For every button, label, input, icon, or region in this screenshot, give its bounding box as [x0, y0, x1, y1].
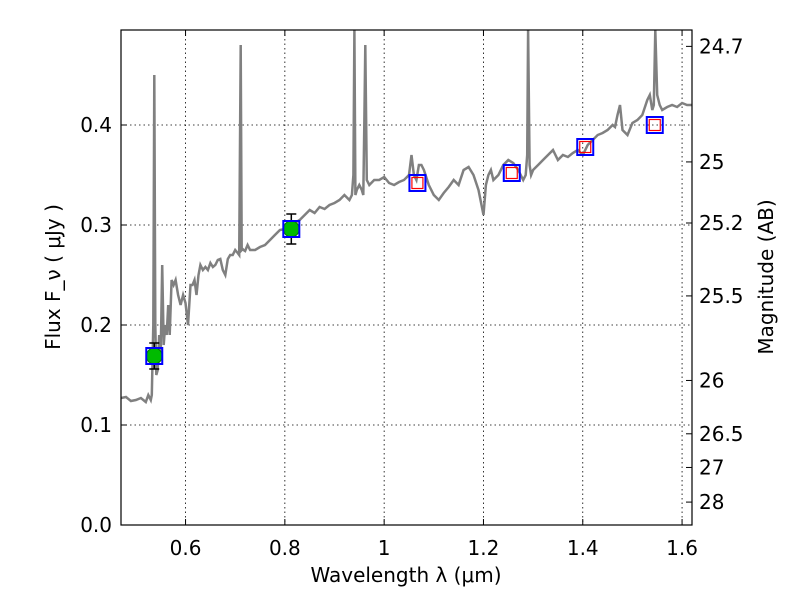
- model-point: [145, 347, 164, 365]
- mag-tick-label: 28: [699, 490, 724, 514]
- plot-frame: [120, 29, 693, 526]
- y-tick-label: 0.2: [80, 313, 112, 337]
- y-tick-label: 0.3: [80, 213, 112, 237]
- x-axis-label: Wavelength λ (μm): [310, 563, 501, 587]
- mag-tick-label: 25.5: [699, 284, 744, 308]
- y-axis-label: Flux F_ν ( μJy ): [41, 204, 65, 350]
- y-tick-label: 0.1: [80, 413, 112, 437]
- mag-tick-label: 27: [699, 455, 724, 479]
- model-point: [502, 164, 521, 182]
- mag-tick-label: 25: [699, 150, 724, 174]
- ticks: 0.6 0.8 1 1.2 1.4 1.6 0.0 0.1 0.2 0.3 0.4 24.7 25 25.…: [80, 30, 744, 560]
- mag-tick-label: 26.5: [699, 422, 744, 446]
- model-point: [408, 174, 427, 192]
- mag-tick-label: 26: [699, 368, 724, 392]
- x-tick-label: 1.4: [567, 536, 599, 560]
- x-tick-label: 1.6: [666, 536, 698, 560]
- spectrum-line: [121, 30, 692, 405]
- y-axis-right-label: Magnitude (AB): [754, 199, 778, 354]
- plot-area: [121, 30, 692, 405]
- y-tick-label: 0.0: [80, 513, 112, 537]
- x-tick-label: 1: [378, 536, 391, 560]
- x-tick-label: 0.8: [269, 536, 301, 560]
- predicted-point: [505, 166, 518, 180]
- model-point: [282, 220, 301, 238]
- y-tick-label: 0.4: [80, 113, 112, 137]
- observed-point: [145, 347, 163, 365]
- predicted-point: [579, 140, 592, 154]
- mag-tick-label: 24.7: [699, 34, 744, 58]
- x-tick-label: 0.6: [170, 536, 202, 560]
- observed-point: [282, 220, 300, 238]
- model-point: [645, 116, 664, 134]
- x-tick-label: 1.2: [468, 536, 500, 560]
- mag-tick-label: 25.2: [699, 211, 744, 235]
- model-point: [576, 138, 595, 156]
- predicted-point: [411, 176, 424, 190]
- predicted-point: [648, 118, 661, 132]
